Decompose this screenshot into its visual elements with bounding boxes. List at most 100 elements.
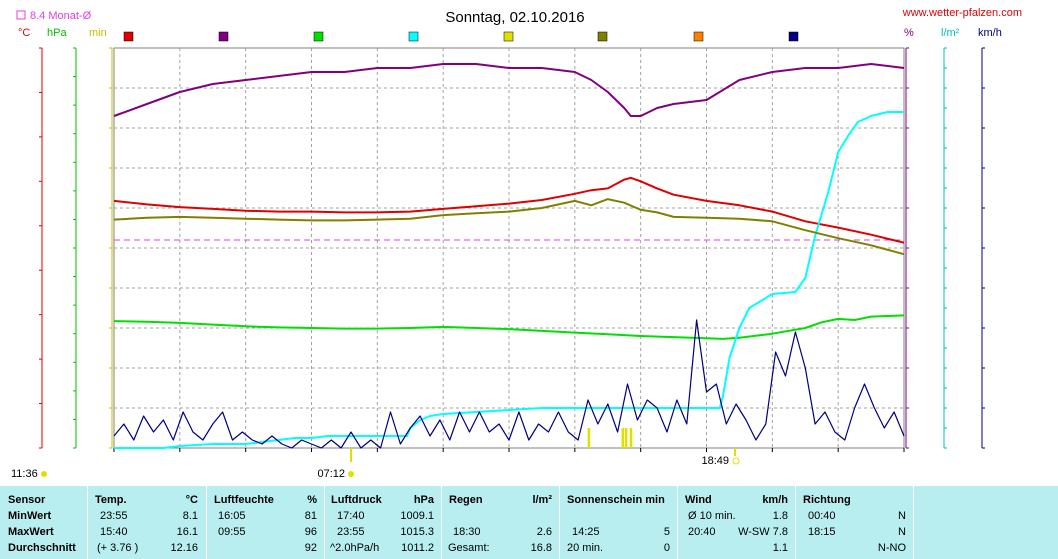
max-humidity-time: 09:55 bbox=[218, 526, 246, 538]
sunrise-time: 07:12 bbox=[317, 468, 345, 480]
avg-wind-value: 1.1 bbox=[772, 542, 788, 554]
max-sun-time: 14:25 bbox=[572, 526, 600, 538]
header-humidity: Luftfeuchte bbox=[214, 494, 274, 506]
max-direction-value: N bbox=[898, 526, 906, 538]
header-rain-unit: l/m² bbox=[532, 494, 552, 506]
right-axes bbox=[905, 47, 985, 449]
max-rain-value: 2.6 bbox=[536, 526, 552, 538]
clock-sun-icon bbox=[41, 471, 47, 477]
max-humidity-value: 96 bbox=[304, 526, 317, 538]
sunshine-bar bbox=[587, 428, 591, 448]
legend-swatch bbox=[218, 31, 229, 42]
min-wind-time: Ø 10 min. bbox=[688, 510, 736, 522]
sunshine-bar bbox=[621, 428, 625, 448]
min-pressure-value: 1009.1 bbox=[400, 510, 434, 522]
table-divider bbox=[324, 486, 325, 559]
header-wind-unit: km/h bbox=[762, 494, 788, 506]
chart-title: Sonntag, 02.10.2016 bbox=[445, 9, 584, 26]
weather-chart: Sonntag, 02.10.2016 www.wetter-pfalzen.c… bbox=[11, 7, 1022, 480]
min-direction-value: N bbox=[898, 510, 906, 522]
legend-swatch bbox=[693, 31, 704, 42]
max-wind-value: W-SW 7.8 bbox=[738, 526, 788, 538]
min-humidity-value: 81 bbox=[304, 510, 317, 522]
min-temp-value: 8.1 bbox=[182, 510, 198, 522]
sunshine-bar bbox=[629, 428, 633, 448]
total-rain-value: 16.8 bbox=[530, 542, 552, 554]
row-label-avg: Durchschnitt bbox=[8, 542, 76, 554]
max-wind-time: 20:40 bbox=[688, 526, 716, 538]
header-humidity-unit: % bbox=[307, 494, 317, 506]
left-axes bbox=[39, 47, 113, 449]
table-divider bbox=[441, 486, 442, 559]
header-direction: Richtung bbox=[803, 494, 851, 506]
row-label-max: MaxWert bbox=[8, 526, 54, 538]
avg-temp-time: (+ 3.76 ) bbox=[97, 542, 139, 554]
table-divider bbox=[677, 486, 678, 559]
legend-swatch bbox=[123, 31, 134, 42]
header-wind: Wind bbox=[685, 494, 712, 506]
max-direction-time: 18:15 bbox=[808, 526, 836, 538]
avg-pressure-value: 1011.2 bbox=[401, 542, 434, 554]
series-line-taupunkt bbox=[113, 198, 905, 256]
clock-time: 11:36 bbox=[11, 468, 38, 480]
grid-lines bbox=[114, 48, 904, 448]
series-layer bbox=[113, 63, 905, 449]
total-rain-label: Gesamt: bbox=[448, 542, 490, 554]
avg-sun-value: 0 bbox=[663, 542, 670, 554]
header-pressure: Luftdruck bbox=[331, 494, 382, 506]
header-sunshine: Sonnenschein min bbox=[567, 494, 665, 506]
avg-pressure-trend: ^2.0hPa/h bbox=[330, 542, 380, 554]
avg-humidity-value: 92 bbox=[304, 542, 317, 554]
max-pressure-value: 1015.3 bbox=[400, 526, 434, 538]
avg-temp-value: 12.16 bbox=[170, 542, 198, 554]
pressure-axis-unit: hPa bbox=[47, 27, 67, 39]
summary-table: Sensor Temp. °C Luftfeuchte % Luftdruck … bbox=[0, 486, 1058, 559]
min-direction-time: 00:40 bbox=[808, 510, 836, 522]
min-temp-time: 23:55 bbox=[100, 510, 128, 522]
monthly-avg-label: 8.4 Monat-Ø bbox=[30, 10, 92, 22]
table-divider bbox=[206, 486, 207, 559]
max-sun-value: 5 bbox=[663, 526, 670, 538]
min-wind-value: 1.8 bbox=[772, 510, 788, 522]
temp-axis-unit: °C bbox=[18, 27, 30, 39]
table-divider bbox=[913, 486, 914, 559]
legend-swatch bbox=[788, 31, 799, 42]
max-temp-value: 16.1 bbox=[176, 526, 198, 538]
legend-swatch bbox=[597, 31, 608, 42]
min-pressure-time: 17:40 bbox=[337, 510, 365, 522]
min-humidity-time: 16:05 bbox=[218, 510, 246, 522]
legend-swatch bbox=[503, 31, 514, 42]
rain-axis-unit: l/m² bbox=[941, 27, 960, 39]
avg-sun-time: 20 min. bbox=[567, 542, 604, 554]
series-line-temp bbox=[113, 176, 905, 244]
max-pressure-time: 23:55 bbox=[337, 526, 365, 538]
series-line-regen bbox=[114, 111, 904, 449]
legend-swatch bbox=[313, 31, 324, 42]
header-sensor: Sensor bbox=[8, 494, 46, 506]
header-temp: Temp. bbox=[95, 494, 127, 506]
header-temp-unit: °C bbox=[185, 494, 198, 506]
header-pressure-unit: hPa bbox=[413, 494, 434, 506]
series-line-luftdruck bbox=[113, 314, 905, 340]
avg-direction-value: N-NO bbox=[877, 542, 906, 554]
sunshine-bar bbox=[624, 428, 628, 448]
website-label[interactable]: www.wetter-pfalzen.com bbox=[902, 7, 1022, 19]
series-line-luftfeuchte bbox=[113, 63, 905, 117]
x-axis bbox=[113, 448, 905, 452]
series-line-windben bbox=[113, 319, 905, 449]
sunrise-icon bbox=[348, 471, 354, 477]
row-label-min: MinWert bbox=[8, 510, 52, 522]
legend-swatch bbox=[408, 31, 419, 42]
table-divider bbox=[87, 486, 88, 559]
humidity-axis-unit: % bbox=[904, 27, 914, 39]
wind-axis-unit: km/h bbox=[978, 27, 1002, 39]
sunset-icon bbox=[732, 457, 740, 465]
max-temp-time: 15:40 bbox=[100, 526, 128, 538]
sun-axis-unit: min bbox=[89, 27, 107, 39]
monthly-avg-marker-icon bbox=[16, 10, 26, 20]
table-divider bbox=[559, 486, 560, 559]
header-rain: Regen bbox=[449, 494, 483, 506]
max-rain-time: 18:30 bbox=[453, 526, 481, 538]
legend bbox=[123, 31, 799, 42]
table-divider bbox=[795, 486, 796, 559]
